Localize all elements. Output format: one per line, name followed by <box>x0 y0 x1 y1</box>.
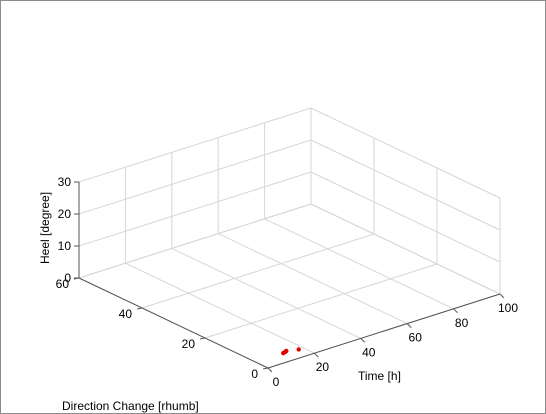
grid-line-floor-x <box>264 218 454 310</box>
x-tick-mark <box>453 308 458 314</box>
z-tick-label: 0 <box>64 271 71 285</box>
grid-line-back-z <box>78 171 312 247</box>
grid-line-back-z <box>78 203 312 279</box>
x-tick-label: 40 <box>362 345 376 359</box>
data-point <box>284 348 289 354</box>
y-tick-mark <box>136 307 143 310</box>
axes <box>73 181 505 373</box>
x-tick-label: 60 <box>409 331 423 345</box>
grid-line-floor-x <box>217 233 408 325</box>
grid-line-side-z <box>310 107 501 199</box>
data-points <box>281 347 301 356</box>
grid-line-back-z <box>78 107 312 183</box>
x-tick-mark <box>406 323 412 328</box>
y-tick-mark <box>262 367 269 370</box>
grid-line-side-z <box>310 139 501 231</box>
x-tick-label: 20 <box>316 360 330 374</box>
x-tick-mark <box>314 352 319 358</box>
grid-lines <box>78 107 501 369</box>
y-tick-label: 60 <box>56 277 70 291</box>
grid-line-back-z <box>78 139 312 215</box>
y-tick-label: 20 <box>182 337 196 351</box>
x-axis-label: Time [h] <box>358 369 401 383</box>
y-tick-label: 40 <box>119 307 133 321</box>
x-axis-line <box>267 293 501 369</box>
y-tick-mark <box>199 337 206 340</box>
z-axis-label: Heel [degree] <box>38 192 52 264</box>
z-tick-label: 10 <box>58 239 72 253</box>
grid-line-floor-x <box>125 262 315 354</box>
grid-line-floor-y <box>204 263 438 339</box>
x-tick-mark <box>267 367 273 373</box>
grid-line-side-z <box>310 171 501 263</box>
y-axis-line <box>78 277 269 369</box>
x-tick-label: 100 <box>498 301 518 315</box>
grid-line-floor-y <box>141 233 375 309</box>
x-tick-label: 0 <box>273 375 280 389</box>
grid-line-side-z <box>310 203 501 295</box>
x-tick-mark <box>499 293 505 299</box>
y-axis-label: Direction Change [rhumb] <box>62 399 199 413</box>
grid-line-floor-x <box>171 247 362 339</box>
x-tick-label: 80 <box>455 316 469 330</box>
z-tick-label: 30 <box>58 175 72 189</box>
x-tick-mark <box>360 338 366 343</box>
y-tick-label: 0 <box>251 367 258 381</box>
data-point <box>296 347 301 352</box>
z-tick-label: 20 <box>58 207 72 221</box>
